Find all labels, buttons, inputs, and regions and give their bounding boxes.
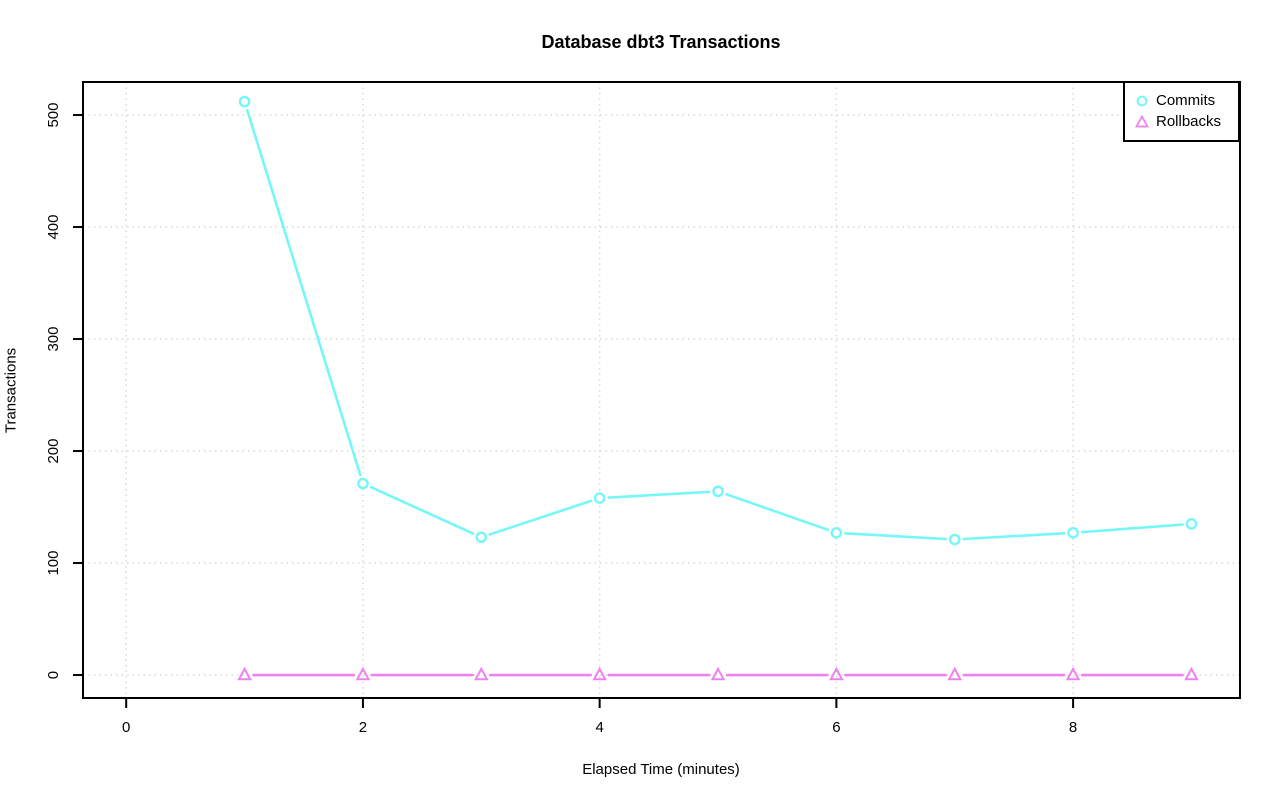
y-tick-label: 400: [45, 215, 62, 240]
commits-line-segment: [369, 485, 475, 535]
y-axis-title: Transactions: [2, 347, 20, 434]
legend-label-commits: Commits: [1156, 92, 1216, 109]
commits-point-marker: [830, 527, 843, 539]
x-tick-label: 6: [832, 719, 840, 736]
commits-point-marker: [475, 531, 488, 544]
commits-point-marker: [238, 95, 251, 108]
rollbacks-point-marker: [829, 666, 844, 681]
rollbacks-point-marker: [1184, 666, 1199, 681]
y-tick-label: 0: [45, 671, 62, 679]
x-axis-title: Elapsed Time (minutes): [582, 761, 740, 778]
legend-item-commits: Commits: [1125, 92, 1238, 110]
commits-line-segment: [962, 532, 1066, 541]
circle-marker-icon: [1136, 95, 1148, 107]
commits-point-marker: [1067, 527, 1079, 539]
commits-point-marker: [593, 492, 606, 504]
y-tick-label: 100: [45, 551, 62, 576]
commits-line-segment: [725, 493, 830, 532]
rollbacks-point-marker: [947, 666, 963, 681]
grid-layer: [83, 82, 1240, 698]
series-layer: [237, 95, 1199, 681]
x-tick-label: 2: [359, 719, 367, 736]
y-tick-label: 200: [45, 439, 62, 464]
legend: Commits Rollbacks: [1123, 81, 1240, 142]
plot-border: [82, 81, 1241, 699]
commits-line-segment: [844, 532, 948, 541]
x-tick-label: 0: [122, 719, 130, 736]
commits-line-segment: [488, 499, 593, 536]
axis-layer: 0 2 4 6 8 0 100 200 300 400 500: [45, 81, 1241, 736]
y-tick-label: 300: [45, 327, 62, 352]
rollbacks-point-marker: [355, 666, 371, 681]
y-tick-label: 500: [45, 103, 62, 128]
legend-label-rollbacks: Rollbacks: [1156, 112, 1222, 130]
commits-point-marker: [357, 477, 369, 490]
commits-point-marker: [712, 485, 724, 498]
legend-item-rollbacks: Rollbacks: [1125, 112, 1238, 131]
commits-line-segment: [245, 108, 362, 477]
commits-line-segment: [607, 490, 711, 499]
rollbacks-point-marker: [237, 666, 252, 681]
rollbacks-point-marker: [710, 666, 726, 681]
chart-title: Database dbt3 Transactions: [541, 32, 781, 52]
rollbacks-point-marker: [474, 666, 489, 681]
commits-point-marker: [948, 533, 961, 546]
x-tick-label: 4: [595, 719, 603, 736]
x-tick-label: 8: [1069, 719, 1077, 736]
commits-line-segment: [1080, 523, 1184, 534]
rollbacks-point-marker: [592, 666, 607, 681]
rollbacks-point-marker: [1065, 666, 1081, 681]
triangle-marker-icon: [1135, 114, 1149, 128]
commits-point-marker: [1185, 518, 1198, 530]
